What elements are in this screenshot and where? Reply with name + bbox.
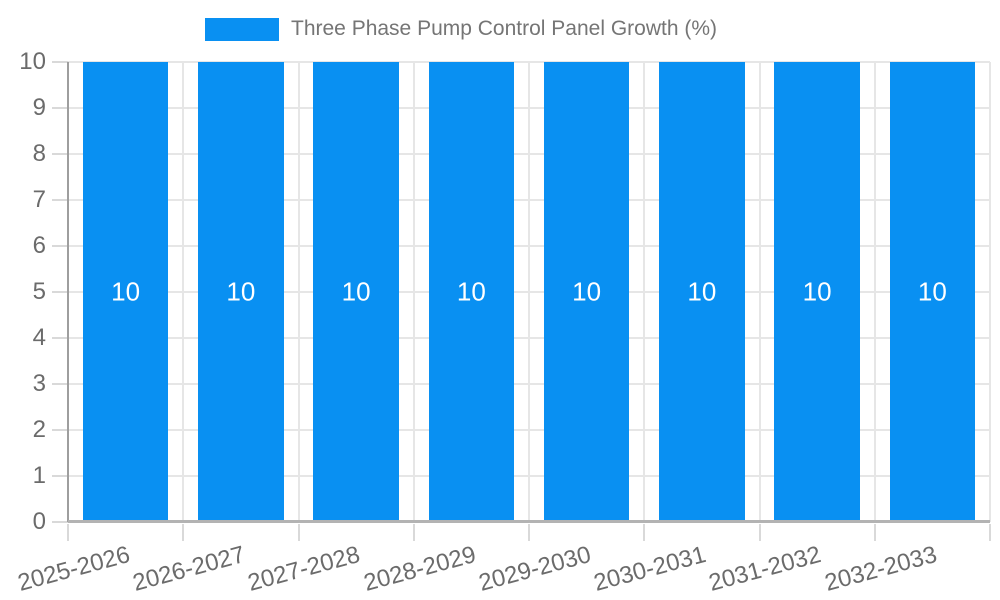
bar[interactable]: 10 <box>82 62 169 522</box>
bar[interactable]: 10 <box>774 62 860 522</box>
x-tick-mark <box>528 524 530 541</box>
bar-value-label: 10 <box>456 276 486 307</box>
x-tick-mark <box>67 524 69 541</box>
v-gridline <box>643 62 646 522</box>
y-tick-mark <box>52 521 68 523</box>
x-axis-label: 2028-2029 <box>360 541 479 597</box>
x-axis-label: 2025-2026 <box>14 541 133 597</box>
bar-value-label: 10 <box>917 276 947 307</box>
x-axis-label: 2032-2033 <box>821 541 940 597</box>
y-tick-mark <box>52 429 68 431</box>
x-axis-label: 2031-2032 <box>706 541 825 597</box>
v-gridline <box>989 62 991 522</box>
x-tick-mark <box>182 524 185 541</box>
bar-value-label: 10 <box>111 276 141 307</box>
x-tick-mark <box>412 524 415 541</box>
v-gridline <box>297 62 300 522</box>
x-tick-mark <box>989 524 991 541</box>
x-axis-label: 2027-2028 <box>245 541 364 597</box>
x-axis-line <box>68 520 990 523</box>
y-axis-label: 5 <box>32 278 46 305</box>
y-tick-mark <box>52 199 68 201</box>
bar[interactable]: 10 <box>659 62 745 522</box>
x-tick-mark <box>297 524 300 541</box>
y-tick-mark <box>52 383 68 385</box>
bar[interactable]: 10 <box>889 62 975 522</box>
y-axis-label: 2 <box>32 416 46 443</box>
y-tick-mark <box>52 61 68 63</box>
y-axis-label: 8 <box>32 140 46 167</box>
v-gridline <box>182 62 185 522</box>
bar-value-label: 10 <box>802 276 832 307</box>
x-tick-mark <box>873 524 876 541</box>
legend-label: Three Phase Pump Control Panel Growth (%… <box>291 17 718 40</box>
x-tick-mark <box>643 524 646 541</box>
v-gridline <box>528 62 530 522</box>
y-tick-mark <box>52 337 68 339</box>
x-axis-label: 2029-2030 <box>475 541 594 597</box>
bar-value-label: 10 <box>687 276 717 307</box>
y-axis-label: 4 <box>32 324 46 351</box>
x-tick-mark <box>758 524 761 541</box>
y-tick-mark <box>52 245 68 247</box>
y-axis-label: 9 <box>32 94 46 121</box>
y-axis-label: 6 <box>32 232 46 259</box>
y-tick-mark <box>52 107 68 109</box>
legend-swatch-icon <box>205 17 279 41</box>
bar[interactable]: 10 <box>543 62 630 522</box>
legend[interactable]: Three Phase Pump Control Panel Growth (%… <box>205 17 717 41</box>
bar-value-label: 10 <box>226 276 256 307</box>
y-axis-label: 3 <box>32 370 46 397</box>
x-axis-label: 2030-2031 <box>591 541 709 597</box>
y-axis-line <box>67 62 69 522</box>
y-tick-mark <box>52 153 68 155</box>
v-gridline <box>873 62 876 522</box>
y-axis-label: 0 <box>32 508 46 535</box>
bar[interactable]: 10 <box>428 62 514 522</box>
v-gridline <box>758 62 761 522</box>
y-tick-mark <box>52 475 68 477</box>
v-gridline <box>412 62 415 522</box>
x-axis-label: 2026-2027 <box>130 541 248 597</box>
y-axis-label: 7 <box>32 186 46 213</box>
plot-area: 10 10 10 10 10 10 10 10 <box>67 61 991 523</box>
y-axis-label: 1 <box>32 462 46 489</box>
y-tick-mark <box>52 291 68 293</box>
y-axis-label: 10 <box>19 48 46 75</box>
bar[interactable]: 10 <box>313 62 399 522</box>
bar[interactable]: 10 <box>198 62 284 522</box>
bar-value-label: 10 <box>572 276 602 307</box>
bar-value-label: 10 <box>341 276 371 307</box>
